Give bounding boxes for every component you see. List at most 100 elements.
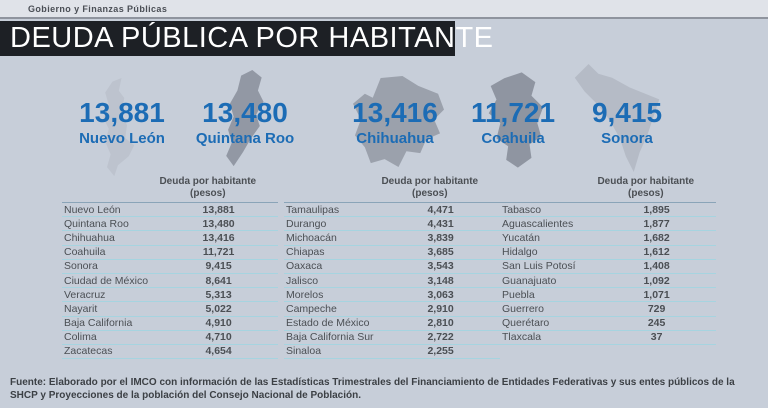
state-name: Coahuila bbox=[481, 130, 545, 147]
table-row: Baja California 4,910 bbox=[62, 317, 278, 331]
debt-value: 1,877 bbox=[643, 217, 670, 230]
table-row: Tlaxcala 37 bbox=[500, 331, 716, 345]
debt-value: 3,839 bbox=[427, 231, 454, 244]
table-row: Estado de México 2,810 bbox=[284, 317, 500, 331]
state-name: San Luis Potosí bbox=[502, 260, 576, 273]
table-row: Sonora 9,415 bbox=[62, 260, 278, 274]
state-name: Zacatecas bbox=[64, 345, 113, 358]
table-header: Deuda por habitante (pesos) bbox=[500, 176, 716, 203]
table-row: Quintana Roo 13,480 bbox=[62, 217, 278, 232]
debt-value: 37 bbox=[650, 331, 663, 344]
table-header: Deuda por habitante (pesos) bbox=[284, 176, 500, 203]
table-header-line1: Deuda por habitante bbox=[597, 176, 695, 187]
state-name: Puebla bbox=[502, 288, 535, 301]
state-name: Nuevo León bbox=[64, 203, 121, 216]
debt-value: 2,810 bbox=[427, 317, 454, 330]
table-rows: Nuevo León 13,881 Quintana Roo 13,480 Chihua… bbox=[62, 203, 278, 360]
table-row: Campeche 2,910 bbox=[284, 302, 500, 317]
state-name: Baja California bbox=[64, 317, 133, 330]
state-name: Veracruz bbox=[64, 288, 106, 301]
state-name: Yucatán bbox=[502, 231, 540, 244]
table-row: Ciudad de México 8,641 bbox=[62, 274, 278, 289]
table-header-line2: (pesos) bbox=[190, 187, 226, 199]
state-name: Guerrero bbox=[502, 302, 545, 315]
source-note: Fuente: Elaborado por el IMCO con inform… bbox=[10, 377, 758, 402]
debt-value: 1,682 bbox=[643, 231, 670, 244]
state-name: Estado de México bbox=[286, 317, 370, 330]
table-row: Chiapas 3,685 bbox=[284, 246, 500, 260]
table-row: Hidalgo 1,612 bbox=[500, 246, 716, 260]
debt-value: 5,313 bbox=[205, 288, 232, 301]
source-text: Elaborado por el IMCO con información de… bbox=[10, 377, 735, 401]
section-kicker-bar: Gobierno y Finanzas Públicas bbox=[0, 0, 768, 19]
debt-value: 2,255 bbox=[427, 345, 454, 358]
debt-value: 729 bbox=[647, 302, 666, 315]
debt-table-col-1: Deuda por habitante (pesos) Nuevo León 13… bbox=[62, 176, 278, 360]
table-row: Durango 4,431 bbox=[284, 217, 500, 232]
table-row: Baja California Sur 2,722 bbox=[284, 331, 500, 345]
state-name: Chihuahua bbox=[356, 130, 434, 147]
table-row: Morelos 3,063 bbox=[284, 288, 500, 303]
table-header-line1: Deuda por habitante bbox=[381, 176, 479, 187]
state-name: Guanajuato bbox=[502, 274, 557, 287]
debt-value: 4,654 bbox=[205, 345, 232, 358]
state-name: Jalisco bbox=[286, 274, 319, 287]
debt-value: 3,063 bbox=[427, 288, 454, 301]
debt-value: 13,881 bbox=[79, 97, 165, 128]
table-rows: Tamaulipas 4,471 Durango 4,431 Michoacán 3,83… bbox=[284, 203, 500, 360]
table-header-line2: (pesos) bbox=[628, 187, 664, 199]
debt-value: 13,416 bbox=[352, 97, 438, 128]
table-row: Nayarit 5,022 bbox=[62, 302, 278, 317]
debt-value: 4,910 bbox=[205, 317, 232, 330]
sonora-silhouette-icon bbox=[574, 63, 660, 173]
table-row: Puebla 1,071 bbox=[500, 288, 716, 303]
coahuila-silhouette-icon bbox=[488, 72, 544, 168]
debt-value: 5,022 bbox=[205, 302, 232, 315]
table-row: Zacatecas 4,654 bbox=[62, 345, 278, 360]
title-banner: DEUDA PÚBLICA POR HABITANTE bbox=[0, 21, 493, 56]
debt-value: 9,415 bbox=[591, 97, 663, 128]
table-row: Yucatán 1,682 bbox=[500, 231, 716, 246]
state-name: Coahuila bbox=[64, 246, 106, 259]
table-row: Tamaulipas 4,471 bbox=[284, 203, 500, 218]
state-name: Ciudad de México bbox=[64, 274, 149, 287]
state-name: Hidalgo bbox=[502, 246, 538, 259]
debt-value: 4,431 bbox=[427, 217, 454, 230]
debt-value: 2,910 bbox=[427, 302, 454, 315]
table-row: Veracruz 5,313 bbox=[62, 288, 278, 303]
state-name: Chihuahua bbox=[64, 231, 115, 244]
highlight-nuevo-leon: 13,881 Nuevo León bbox=[47, 60, 197, 177]
debt-value: 13,416 bbox=[202, 231, 235, 244]
source-label: Fuente: bbox=[10, 377, 47, 388]
state-name: Querétaro bbox=[502, 317, 550, 330]
debt-value: 4,710 bbox=[205, 331, 232, 344]
table-header-line2: (pesos) bbox=[412, 187, 448, 199]
debt-value: 11,721 bbox=[470, 97, 556, 128]
table-row: Coahuila 11,721 bbox=[62, 246, 278, 260]
debt-value: 1,408 bbox=[643, 260, 670, 273]
table-row: Nuevo León 13,881 bbox=[62, 203, 278, 218]
highlight-quintana-roo: 13,480 Quintana Roo bbox=[170, 60, 320, 172]
state-name: Colima bbox=[64, 331, 97, 344]
page-title: DEUDA PÚBLICA POR HABITANTE bbox=[10, 22, 494, 54]
debt-value: 1,612 bbox=[643, 246, 670, 259]
debt-value: 2,722 bbox=[427, 331, 454, 344]
table-row: San Luis Potosí 1,408 bbox=[500, 260, 716, 274]
table-header: Deuda por habitante (pesos) bbox=[62, 176, 278, 203]
state-name: Baja California Sur bbox=[286, 331, 374, 344]
debt-value: 4,471 bbox=[427, 203, 454, 216]
quintana-roo-silhouette-icon bbox=[226, 70, 264, 167]
highlight-chihuahua: 13,416 Chihuahua bbox=[320, 60, 470, 172]
table-row: Colima 4,710 bbox=[62, 331, 278, 345]
state-name: Morelos bbox=[286, 288, 324, 301]
chihuahua-silhouette-icon bbox=[352, 76, 445, 168]
state-name: Quintana Roo bbox=[195, 130, 295, 147]
table-row: Guerrero 729 bbox=[500, 302, 716, 317]
table-row: Oaxaca 3,543 bbox=[284, 260, 500, 274]
debt-value: 13,480 bbox=[202, 97, 288, 128]
state-name: Tamaulipas bbox=[286, 203, 340, 216]
state-name: Tlaxcala bbox=[502, 331, 542, 344]
state-name: Sonora bbox=[601, 130, 653, 147]
debt-value: 11,721 bbox=[202, 246, 235, 259]
